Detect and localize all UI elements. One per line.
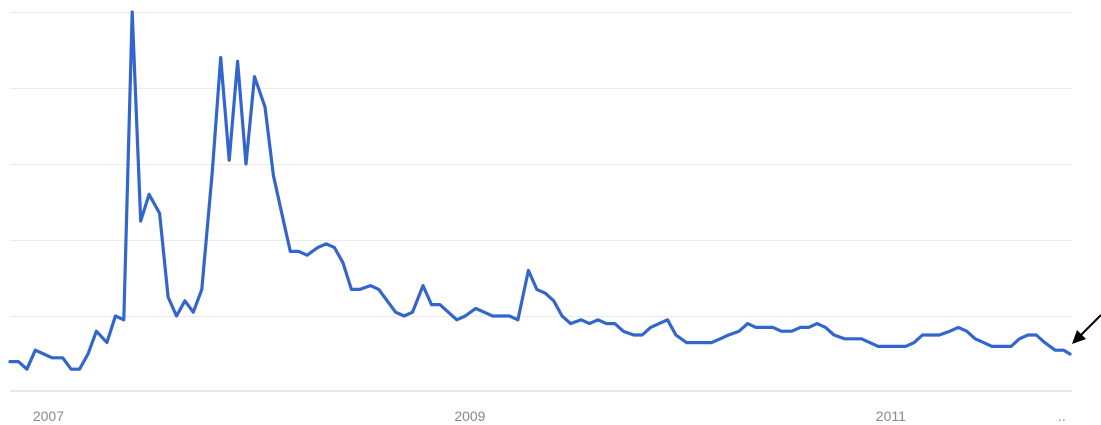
arrow-annotation <box>1072 314 1101 344</box>
x-tick-labels: 2007 2009 2011 <box>33 408 906 424</box>
gridlines <box>10 12 1072 317</box>
x-tick-label-2011: 2011 <box>876 408 906 424</box>
more-ellipsis: .. <box>1058 408 1066 424</box>
x-tick-label-2009: 2009 <box>454 408 485 424</box>
arrow-head <box>1072 330 1086 344</box>
arrow-shaft <box>1079 314 1101 337</box>
series-line <box>8 10 1072 371</box>
x-tick-label-2007: 2007 <box>33 408 64 424</box>
